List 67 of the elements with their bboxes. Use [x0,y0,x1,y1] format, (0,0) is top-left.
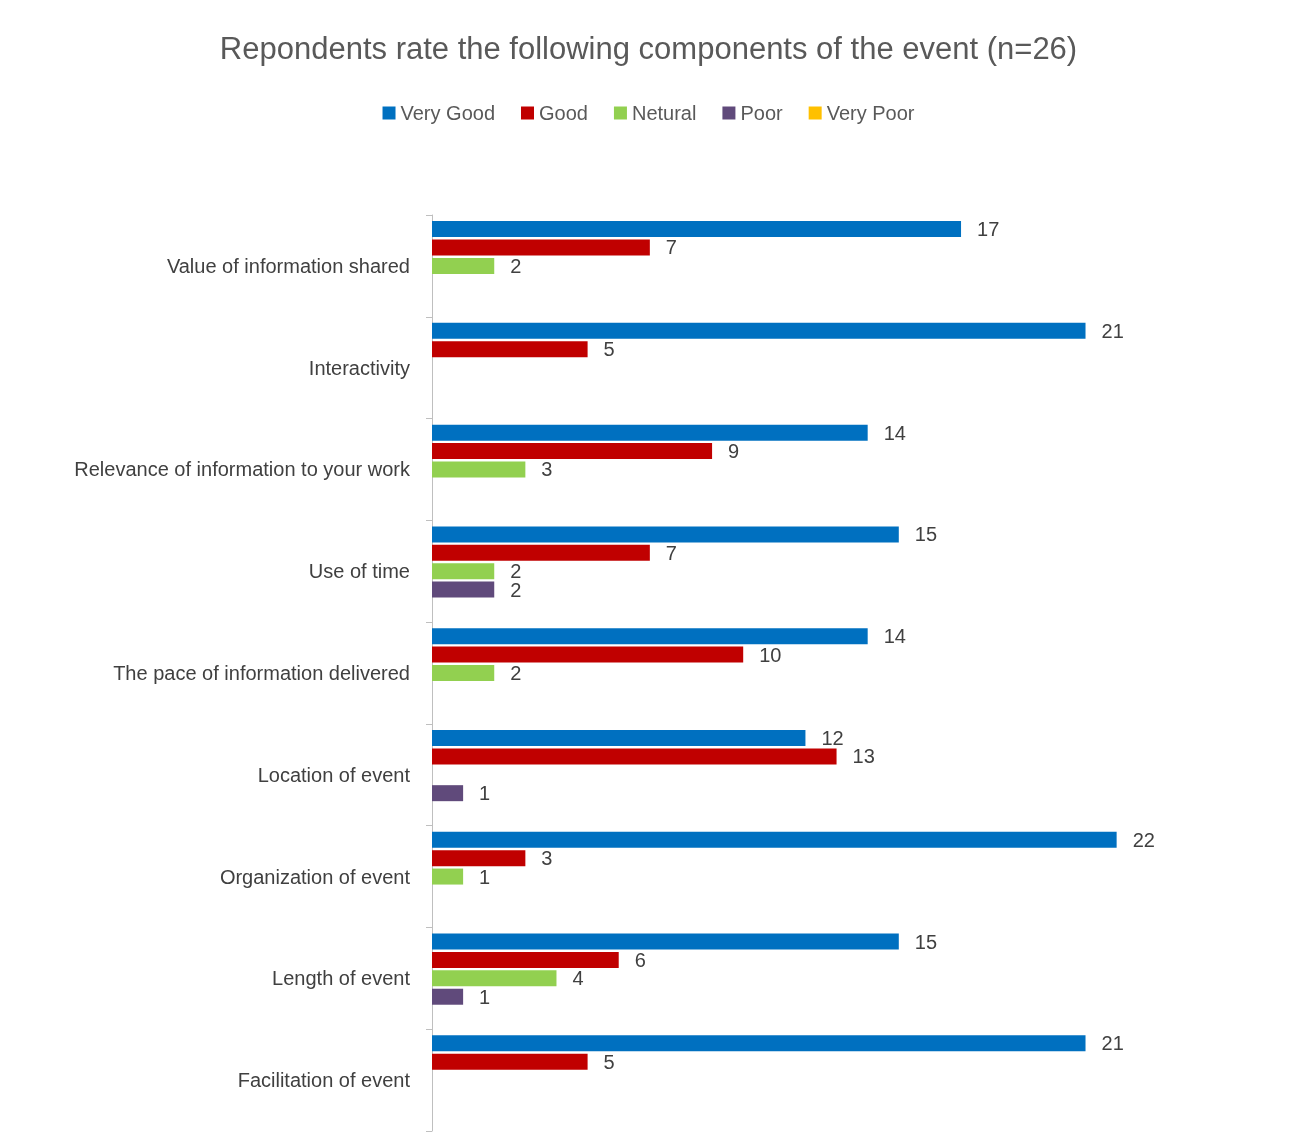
y-tick-label: Value of information shared [166,254,410,277]
data-label: 15 [914,930,938,953]
data-label: 17 [977,218,1000,241]
legend-label: Poor [740,102,783,124]
bar [432,1053,588,1070]
bar [432,868,464,885]
bar [432,850,526,867]
bar [432,257,495,274]
y-tick-label: Organization of event [219,865,411,888]
y-tick-label: Location of event [257,763,411,786]
data-label: 10 [759,643,782,666]
data-label: 14 [883,421,906,444]
bar [432,461,526,478]
bar [432,221,962,238]
bar [432,988,464,1005]
bar [432,665,495,681]
data-label: 9 [728,440,740,463]
legend-label: Very Good [400,102,496,124]
data-label: 12 [821,726,844,749]
data-label: 4 [572,967,584,990]
y-tick-label: Length of event [272,967,411,990]
data-label: 1 [479,985,491,1008]
bar [432,628,868,645]
data-label: 21 [1101,319,1124,342]
bar [432,785,464,802]
bar [432,729,806,746]
bar [432,831,1117,848]
data-label: 7 [665,541,677,564]
bar [432,544,650,561]
data-label: 2 [510,254,522,277]
data-label: 3 [541,458,553,481]
data-label: 5 [603,1050,615,1073]
legend-label: Good [539,102,588,124]
bar [432,951,619,968]
bar [432,563,495,580]
data-label: 13 [852,745,875,768]
data-label: 1 [479,782,491,805]
bar [432,424,868,441]
data-label: 3 [541,847,553,870]
bar [432,239,650,256]
bar [432,322,1086,339]
bar [432,341,588,358]
data-label: 22 [1132,828,1155,851]
y-tick-label: Use of time [308,560,410,583]
bar [432,970,557,987]
bar [432,581,495,598]
data-label: 5 [603,338,615,361]
y-tick-label: Relevance of information to your work [74,458,411,481]
bar [432,443,713,460]
legend-label: Netural [631,102,697,124]
data-label: 21 [1101,1032,1124,1055]
bar [432,526,899,543]
bar [432,646,744,663]
data-label: 15 [914,523,938,546]
y-tick-label: Interactivity [308,356,410,379]
bar [432,1035,1086,1052]
bar [432,933,899,950]
chart-title: Repondents rate the following components of the event (n=26) [219,31,1078,66]
data-label: 2 [510,662,522,684]
y-tick-label: Facilitation of event [237,1069,411,1092]
data-label: 6 [634,948,646,971]
data-label: 14 [883,625,906,648]
legend-label: Very Poor [826,102,915,124]
data-label: 7 [665,236,677,259]
bar [432,748,837,765]
data-label: 1 [479,865,491,888]
y-tick-label: The pace of information delivered [113,662,410,684]
